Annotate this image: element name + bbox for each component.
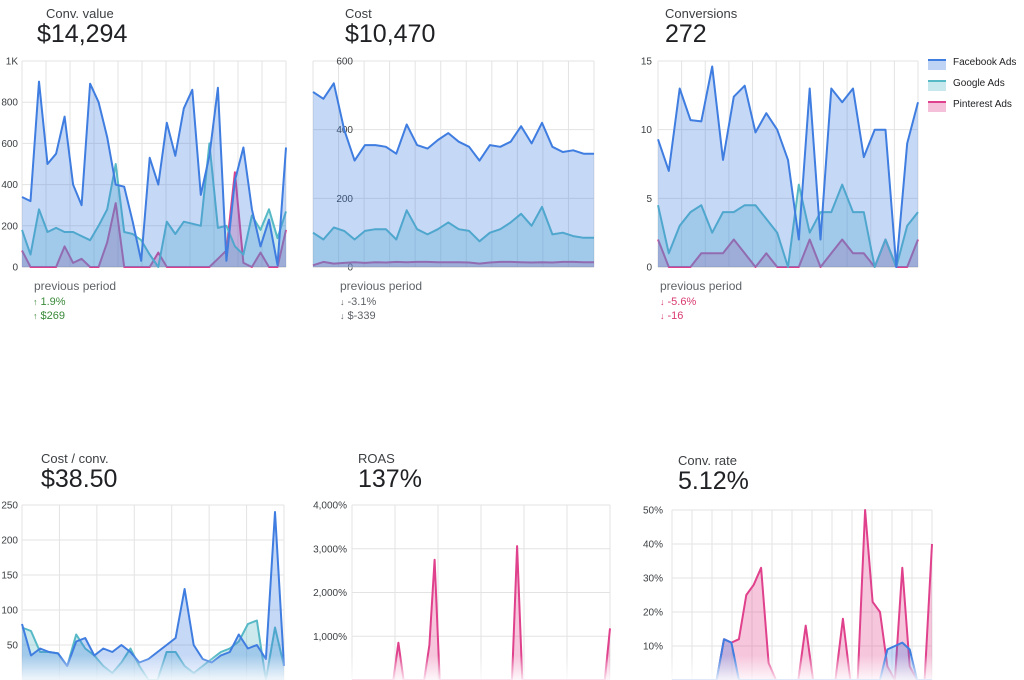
y-tick-label: 0 [646,263,652,274]
y-tick-label: 4,000% [313,501,347,512]
delta-absolute: ↓ $-339 [340,310,376,322]
line-facebook [672,638,932,680]
y-tick-label: 600 [1,139,18,150]
delta-text: $269 [40,310,65,322]
y-tick-label: 150 [1,571,18,582]
y-tick-label: 200 [1,221,18,232]
metric-label: Conversions [665,6,738,21]
arrow-down-icon: ↓ [340,297,345,307]
y-tick-label: 200 [1,536,18,547]
y-tick-label: 2,000% [313,588,347,599]
y-tick-label: 20% [643,608,663,619]
area-pinterest [22,172,286,267]
y-tick-label: 0 [12,263,18,274]
metric-label: Conv. rate [678,453,738,468]
delta-text: -5.6% [667,296,697,308]
metric-label: Cost [345,6,372,21]
metric-value: $38.50 [41,465,118,493]
line-google [312,205,594,243]
delta-absolute: ↑ $269 [33,310,65,322]
line-google [21,142,287,268]
previous-period-label: previous period [660,279,743,293]
area-google [22,143,286,267]
delta-text: $-339 [347,310,376,322]
metric-value: 272 [665,20,707,48]
legend-swatch-facebook [928,59,946,70]
legend: Facebook Ads Google Ads Pinterest Ads [928,56,1024,119]
arrow-up-icon: ↑ [33,297,38,307]
bottom-fade [0,655,1024,680]
legend-item-google[interactable]: Google Ads [928,77,1024,98]
legend-label: Facebook Ads [953,57,1017,68]
y-tick-label: 1,000% [313,632,347,643]
y-tick-label: 10 [641,125,653,136]
delta-absolute: ↓ -16 [660,310,683,322]
area-pinterest [658,239,918,267]
arrow-down-icon: ↓ [660,311,665,321]
metric-value: 137% [358,465,422,493]
line-google [657,183,919,268]
y-tick-label: 3,000% [313,544,347,555]
y-tick-label: 250 [1,501,18,512]
metric-label: ROAS [358,451,395,466]
y-tick-label: 50 [7,641,19,652]
y-tick-label: 15 [641,57,653,68]
y-tick-label: 10% [643,642,663,653]
y-tick-label: 1K [6,57,19,68]
legend-swatch-google [928,80,946,91]
legend-label: Google Ads [953,78,1005,89]
delta-text: 1.9% [40,296,66,308]
line-facebook [312,82,594,162]
y-tick-label: 400 [1,180,18,191]
line-pinterest [312,260,594,267]
delta-percent: ↓ -5.6% [660,296,696,308]
metric-value: 5.12% [678,467,749,495]
y-tick-label: 200 [336,194,353,205]
y-tick-label: 50% [643,506,663,517]
line-facebook [657,65,919,268]
y-tick-label: 800 [1,98,18,109]
legend-item-pinterest[interactable]: Pinterest Ads [928,98,1024,119]
delta-percent: ↓ -3.1% [340,296,376,308]
y-tick-label: 40% [643,540,663,551]
arrow-down-icon: ↓ [660,297,665,307]
delta-percent: ↑ 1.9% [33,296,66,308]
legend-label: Pinterest Ads [953,99,1012,110]
legend-swatch-pinterest [928,101,946,112]
previous-period-label: previous period [34,279,117,293]
area-google [313,206,594,267]
metric-label: Conv. value [46,6,114,21]
metric-value: $14,294 [37,20,128,48]
y-tick-label: 600 [336,57,353,68]
y-tick-label: 30% [643,574,663,585]
arrow-up-icon: ↑ [33,311,38,321]
y-tick-label: 5 [646,194,652,205]
line-facebook [21,80,287,266]
area-pinterest [672,510,932,680]
metric-value: $10,470 [345,20,436,48]
legend-item-facebook[interactable]: Facebook Ads [928,56,1024,77]
area-facebook [313,83,594,267]
metric-label: Cost / conv. [41,451,109,466]
y-tick-label: 100 [1,606,18,617]
delta-text: -3.1% [347,296,377,308]
arrow-down-icon: ↓ [340,311,345,321]
y-tick-label: 0 [347,263,353,274]
previous-period-label: previous period [340,279,423,293]
area-google [658,184,918,267]
delta-text: -16 [667,310,684,322]
